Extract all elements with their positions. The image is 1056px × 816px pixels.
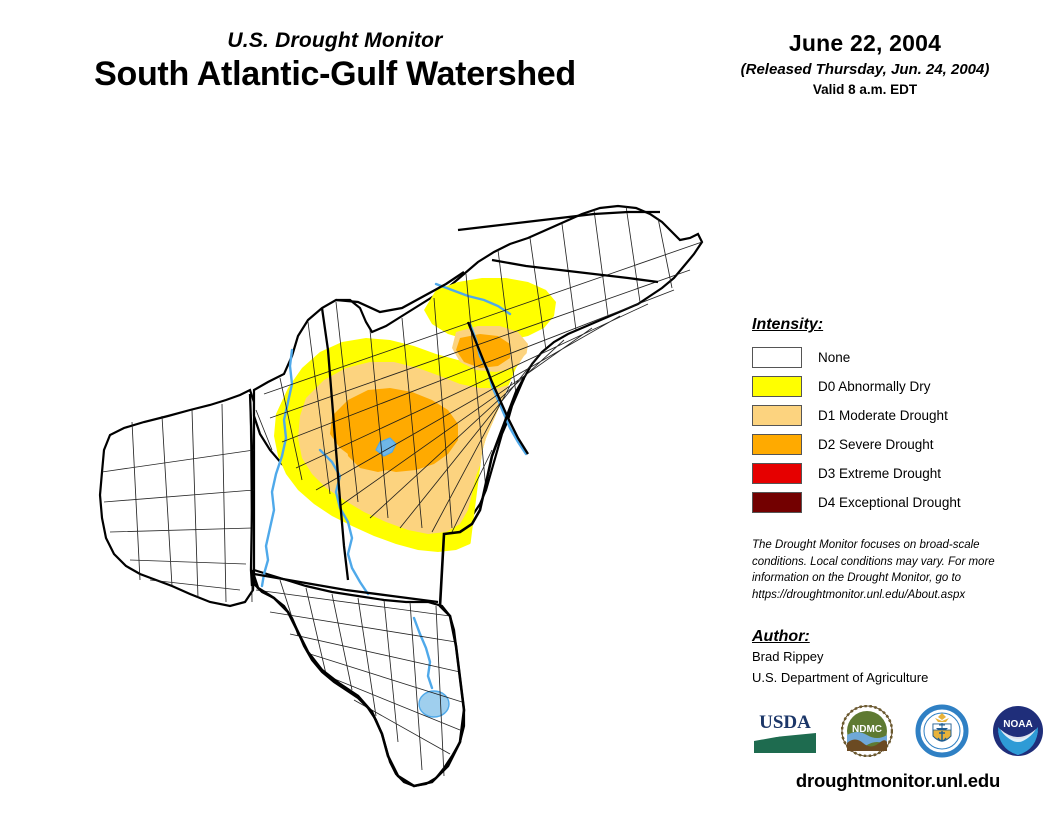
legend-item-d0[interactable]: D0 Abnormally Dry — [752, 372, 1044, 401]
legend-swatch-d3 — [752, 463, 802, 484]
ndmc-logo-text: NDMC — [852, 724, 882, 735]
map-lakes — [375, 437, 450, 718]
usda-logo-text: USDA — [759, 712, 811, 733]
valid-time: Valid 8 a.m. EDT — [812, 82, 918, 97]
legend-item-d1[interactable]: D1 Moderate Drought — [752, 401, 1044, 430]
usda-logo[interactable]: USDA — [752, 706, 818, 760]
side-panel: Intensity: None D0 Abnormally Dry D1 Mod… — [752, 316, 1044, 687]
author-affiliation: U.S. Department of Agriculture — [752, 669, 929, 685]
legend-label-d2: D2 Severe Drought — [818, 437, 934, 452]
legend-item-d3[interactable]: D3 Extreme Drought — [752, 459, 1044, 488]
date-block: June 22, 2004 (Released Thursday, Jun. 2… — [690, 30, 1040, 97]
legend-heading: Intensity: — [752, 316, 824, 333]
drought-map-svg[interactable] — [40, 150, 730, 810]
map-state-borders — [248, 210, 660, 604]
legend-label-none: None — [818, 350, 851, 365]
legend-swatch-d2 — [752, 434, 802, 455]
author-heading: Author: — [752, 627, 810, 645]
release-date: (Released Thursday, Jun. 24, 2004) — [740, 61, 990, 78]
map-county-borders — [101, 205, 703, 777]
noaa-logo[interactable]: NOAA — [992, 705, 1044, 762]
page-supertitle: U.S. Drought Monitor — [227, 29, 443, 52]
legend-label-d4: D4 Exceptional Drought — [818, 495, 961, 510]
logo-row: USDA NDMC — [752, 702, 1044, 764]
legend-swatch-d0 — [752, 376, 802, 397]
legend-swatch-none — [752, 347, 802, 368]
commerce-seal-logo[interactable] — [915, 704, 969, 763]
legend-swatch-d4 — [752, 492, 802, 513]
legend-label-d3: D3 Extreme Drought — [818, 466, 942, 481]
ndmc-logo[interactable]: NDMC — [840, 704, 893, 762]
noaa-logo-text: NOAA — [1003, 719, 1032, 730]
header: U.S. Drought Monitor South Atlantic-Gulf… — [0, 0, 1056, 130]
title-block: U.S. Drought Monitor South Atlantic-Gulf… — [0, 29, 670, 94]
author-name: Brad Rippey — [752, 648, 824, 664]
map-date: June 22, 2004 — [788, 30, 942, 56]
legend-list: None D0 Abnormally Dry D1 Moderate Droug… — [752, 343, 1044, 517]
legend-item-d4[interactable]: D4 Exceptional Drought — [752, 488, 1044, 517]
page-title: South Atlantic-Gulf Watershed — [94, 55, 576, 94]
lake-okeechobee — [418, 690, 450, 718]
legend-label-d0: D0 Abnormally Dry — [818, 379, 931, 394]
legend-item-none[interactable]: None — [752, 343, 1044, 372]
legend-swatch-d1 — [752, 405, 802, 426]
legend-item-d2[interactable]: D2 Severe Drought — [752, 430, 1044, 459]
disclaimer-text: The Drought Monitor focuses on broad-sca… — [752, 539, 995, 602]
map-outline — [250, 377, 526, 788]
site-url[interactable]: droughtmonitor.unl.edu — [795, 770, 1001, 791]
legend-label-d1: D1 Moderate Drought — [818, 408, 948, 423]
drought-map[interactable] — [40, 150, 730, 810]
